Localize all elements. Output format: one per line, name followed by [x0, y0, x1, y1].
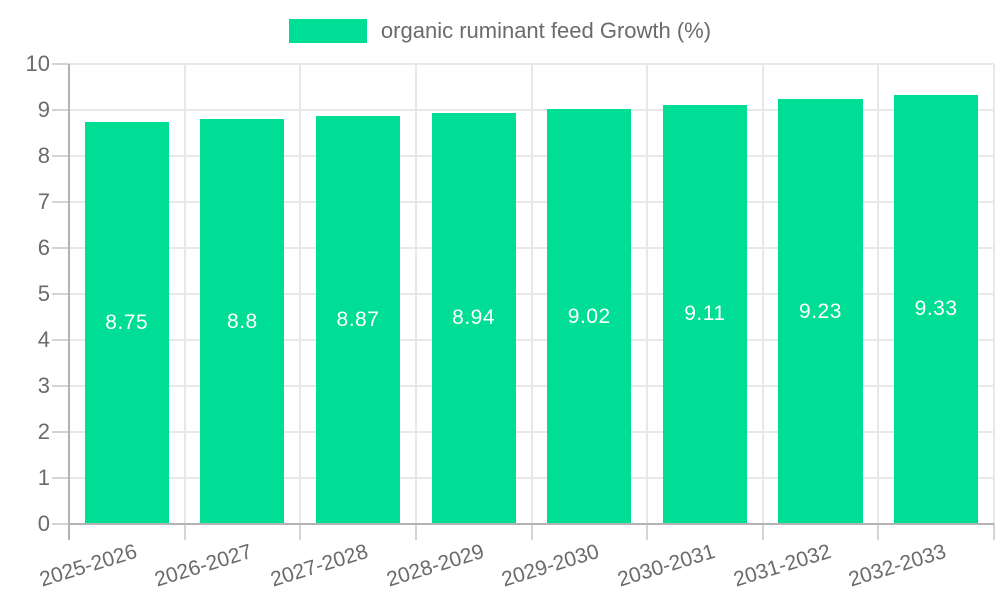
x-grid-line	[414, 64, 417, 524]
bar-value-label: 9.33	[914, 297, 958, 321]
y-tick-label: 1	[37, 465, 50, 490]
bar[interactable]: 9.11	[662, 104, 747, 524]
y-tick-label: 3	[37, 373, 50, 398]
y-axis-tick	[52, 293, 69, 295]
x-grid-line	[299, 64, 302, 524]
legend-color-swatch	[288, 19, 367, 43]
y-tick-label: 5	[37, 281, 50, 306]
bar[interactable]: 8.75	[84, 121, 169, 524]
x-grid-line	[530, 64, 533, 524]
x-axis-tick	[646, 524, 649, 540]
x-axis-line	[69, 523, 994, 525]
bar-value-label: 8.75	[105, 310, 149, 334]
bar-value-label: 8.94	[452, 306, 496, 330]
bar-value-label: 9.11	[684, 302, 726, 326]
y-axis-tick	[52, 247, 69, 249]
bar[interactable]: 9.33	[894, 94, 979, 524]
x-axis-tick	[761, 524, 764, 540]
x-axis-tick	[530, 524, 533, 540]
x-grid-line	[993, 64, 995, 524]
y-axis-tick	[52, 63, 69, 65]
x-axis-tick	[414, 524, 417, 540]
y-axis-line	[68, 64, 70, 540]
bar-value-label: 8.87	[336, 307, 380, 331]
bar[interactable]: 9.23	[778, 99, 863, 524]
y-axis-tick	[52, 477, 69, 479]
bar-value-label: 8.8	[227, 309, 258, 333]
bar[interactable]: 8.87	[315, 115, 401, 524]
y-axis-tick	[52, 155, 69, 157]
bar-value-label: 9.23	[799, 299, 842, 323]
y-tick-label: 8	[37, 143, 50, 168]
y-tick-label: 4	[37, 327, 50, 352]
y-tick-label: 7	[37, 189, 50, 214]
y-tick-label: 0	[37, 511, 50, 536]
x-grid-line	[183, 64, 186, 524]
x-axis-tick	[877, 524, 880, 540]
y-tick-label: 9	[37, 97, 50, 122]
bar[interactable]: 9.02	[547, 109, 632, 524]
bar[interactable]: 8.94	[431, 112, 516, 524]
x-axis-tick	[183, 524, 186, 540]
x-axis-tick	[299, 524, 302, 540]
y-tick-label: 2	[37, 419, 50, 444]
y-axis-tick	[52, 385, 69, 387]
y-tick-label: 6	[37, 235, 50, 260]
chart-legend-item[interactable]: organic ruminant feed Growth (%)	[0, 14, 1000, 48]
y-tick-label: 10	[25, 51, 50, 76]
x-grid-line	[761, 64, 764, 524]
y-axis-tick	[52, 109, 69, 111]
legend-label: organic ruminant feed Growth (%)	[380, 18, 712, 43]
y-axis-tick	[52, 339, 69, 341]
y-axis-tick	[52, 201, 69, 203]
x-grid-line	[877, 64, 880, 524]
bar[interactable]: 8.8	[200, 119, 285, 524]
x-axis-tick	[993, 524, 995, 540]
y-axis-tick	[52, 523, 69, 525]
x-grid-line	[646, 64, 649, 524]
y-axis-tick	[52, 431, 69, 433]
bar-value-label: 9.02	[567, 304, 611, 328]
